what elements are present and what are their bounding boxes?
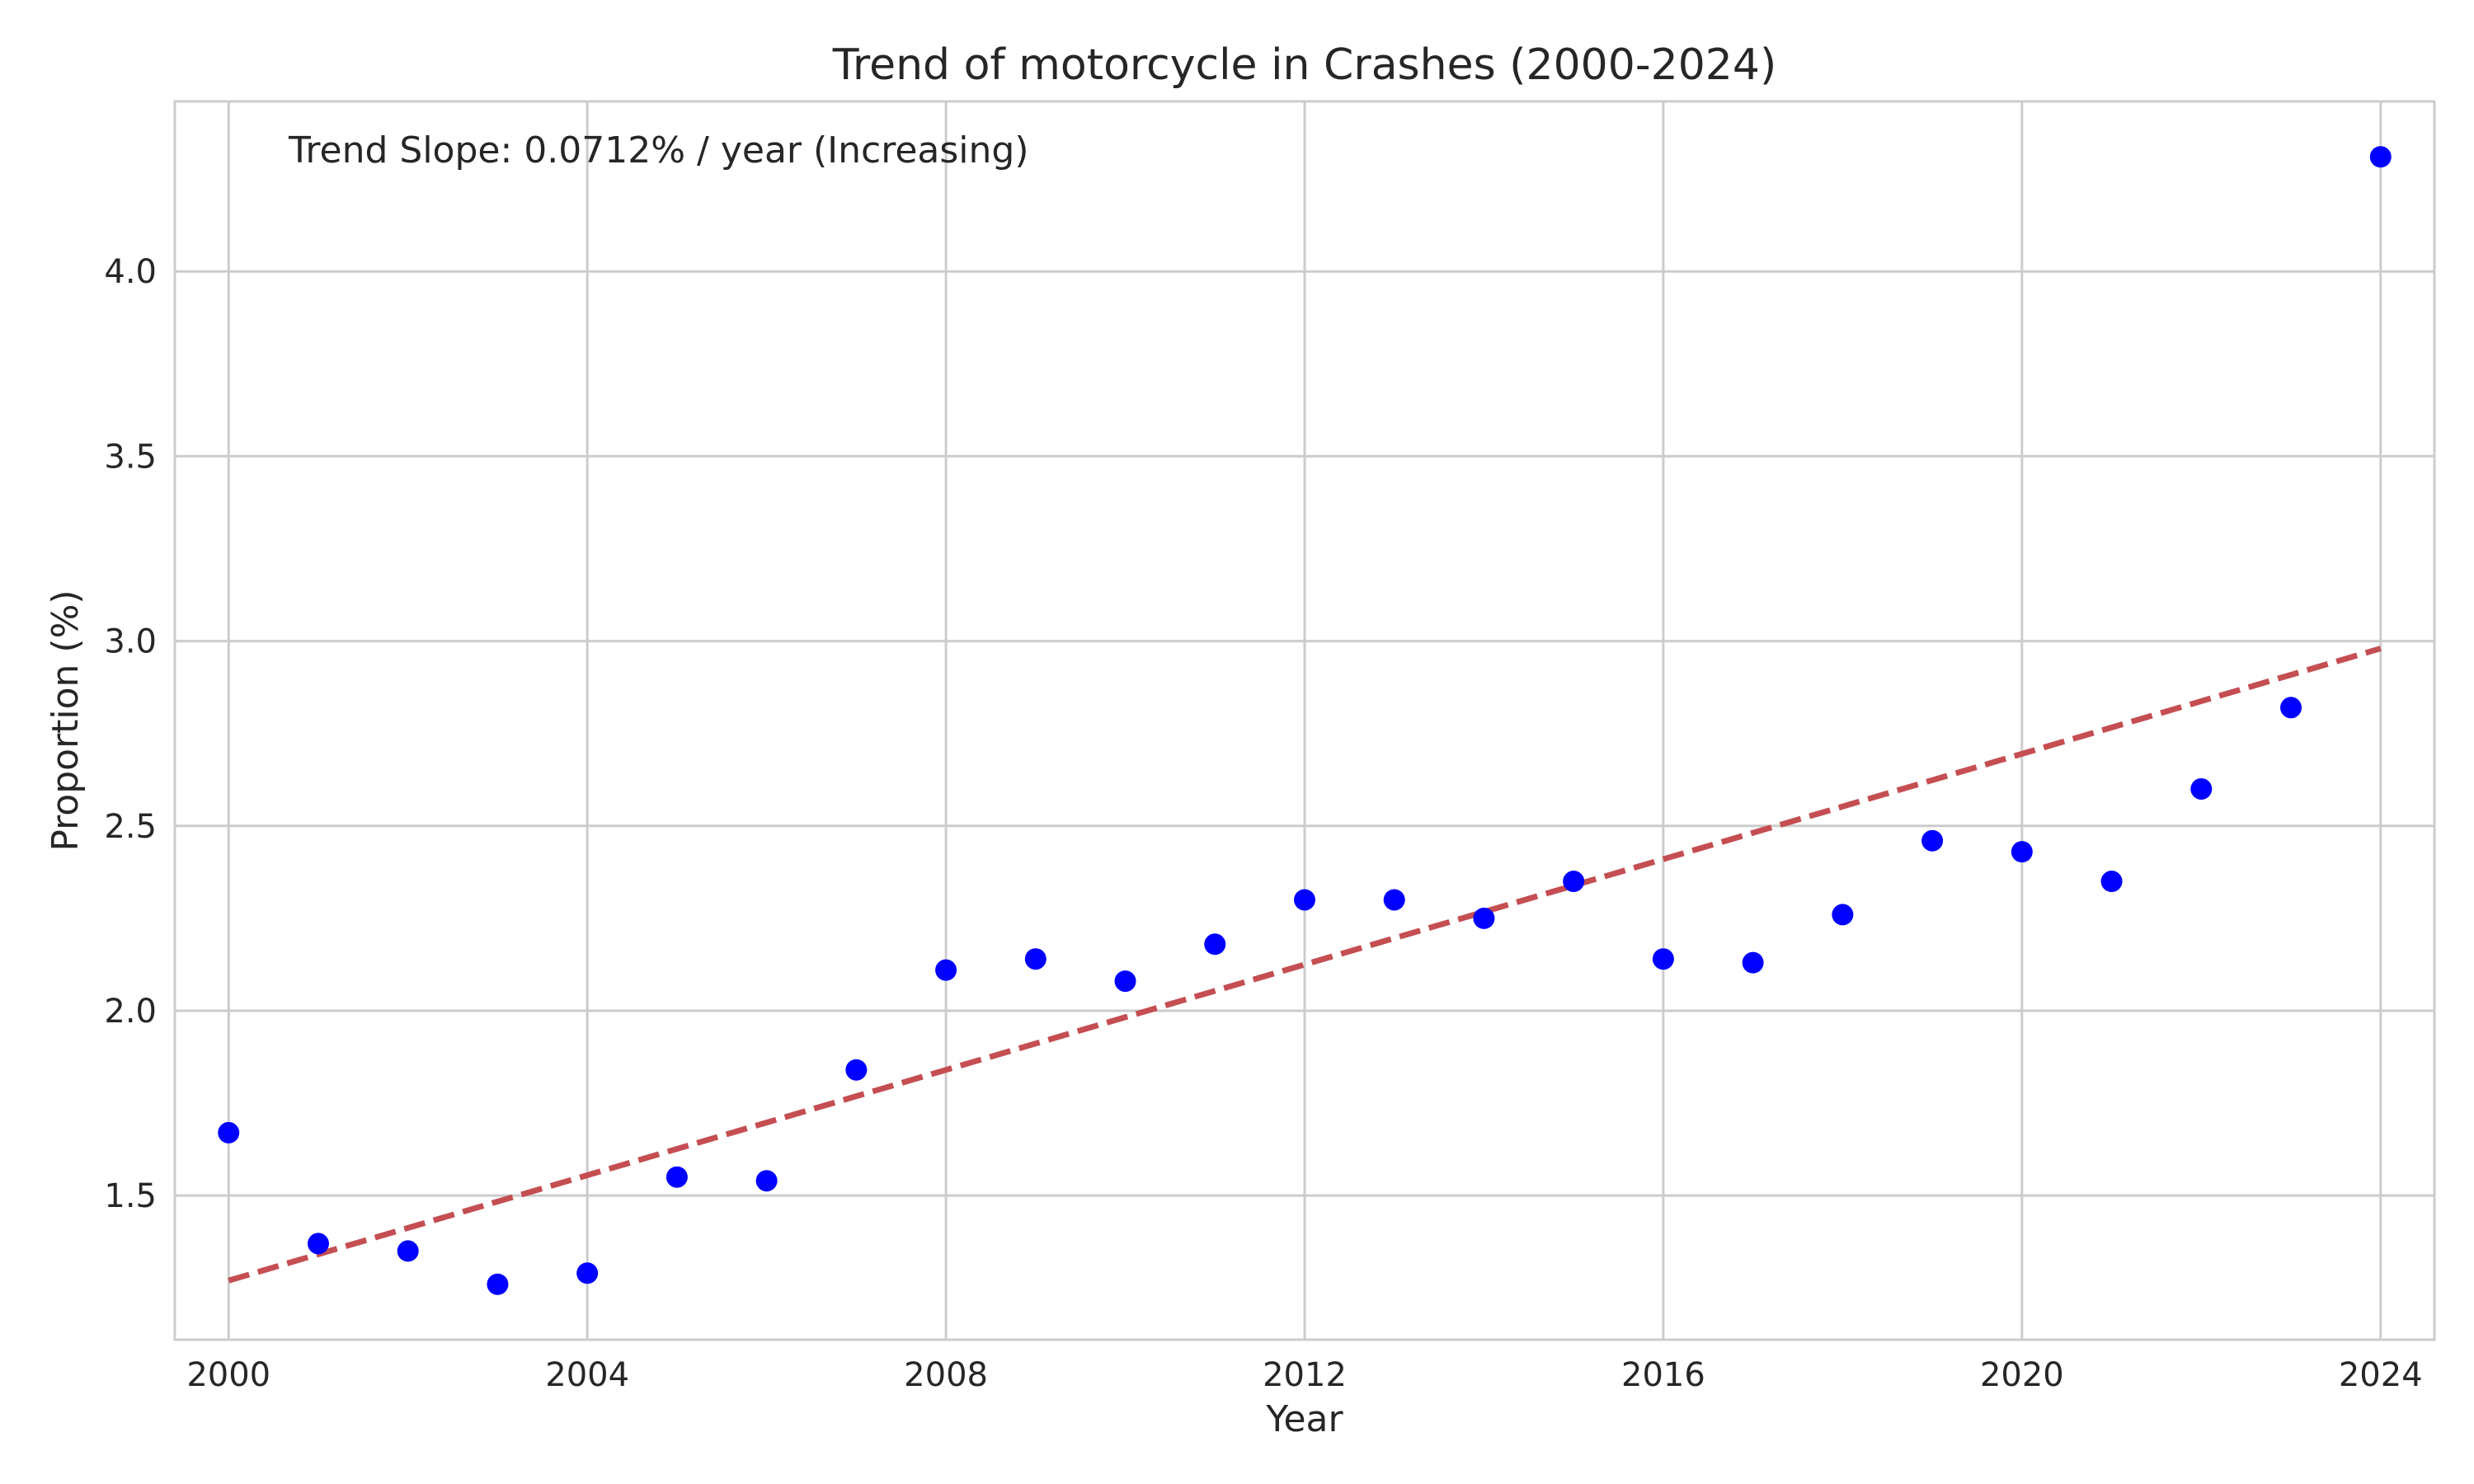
data-point — [2190, 777, 2213, 800]
data-point — [1114, 970, 1136, 993]
x-tick-labels: 2000 2004 2008 2012 2016 2020 2024 — [186, 1356, 2422, 1394]
y-tick-label: 3.0 — [104, 623, 157, 661]
data-point — [1294, 889, 1315, 911]
x-tick-label: 2016 — [1621, 1356, 1705, 1394]
chart-title: Trend of motorcycle in Crashes (2000-202… — [832, 40, 1776, 90]
y-tick-label: 1.5 — [104, 1177, 157, 1215]
data-point — [845, 1059, 868, 1081]
data-point — [1024, 948, 1047, 970]
data-points — [218, 146, 2392, 1295]
data-point — [576, 1262, 599, 1284]
x-tick-label: 2020 — [1980, 1356, 2064, 1394]
data-point — [1832, 904, 1854, 926]
x-tick-label: 2004 — [545, 1356, 629, 1394]
data-point — [755, 1170, 778, 1192]
data-point — [1473, 907, 1495, 929]
y-tick-label: 3.5 — [104, 438, 157, 476]
data-point — [1652, 948, 1674, 970]
data-point — [218, 1121, 240, 1144]
data-point — [935, 959, 957, 981]
data-point — [1383, 889, 1405, 911]
data-point — [397, 1240, 419, 1262]
data-point — [2100, 871, 2123, 893]
x-tick-label: 2008 — [904, 1356, 988, 1394]
x-axis-label: Year — [1265, 1398, 1343, 1440]
y-tick-label: 4.0 — [104, 253, 157, 291]
trend-slope-annotation: Trend Slope: 0.0712% / year (Increasing) — [288, 129, 1029, 171]
data-point — [2369, 146, 2392, 168]
data-point — [2280, 697, 2302, 719]
plot-frame — [173, 100, 2436, 1341]
data-point — [666, 1166, 688, 1188]
grid-lines — [175, 101, 2434, 1340]
data-point — [487, 1273, 509, 1295]
data-point — [1204, 933, 1226, 956]
x-tick-label: 2024 — [2339, 1356, 2423, 1394]
data-point — [1921, 829, 1944, 852]
data-point — [307, 1233, 329, 1255]
data-point — [1742, 951, 1764, 974]
x-tick-label: 2000 — [186, 1356, 270, 1394]
y-tick-label: 2.5 — [104, 808, 157, 846]
y-tick-label: 2.0 — [104, 993, 157, 1031]
y-tick-labels: 1.5 2.0 2.5 3.0 3.5 4.0 — [104, 253, 157, 1215]
y-axis-label: Proportion (%) — [45, 589, 87, 851]
trend-line-layer — [228, 646, 2382, 1284]
data-point — [2011, 841, 2033, 863]
trend-line — [228, 646, 2382, 1284]
data-point — [1563, 871, 1585, 893]
x-tick-label: 2012 — [1263, 1356, 1347, 1394]
